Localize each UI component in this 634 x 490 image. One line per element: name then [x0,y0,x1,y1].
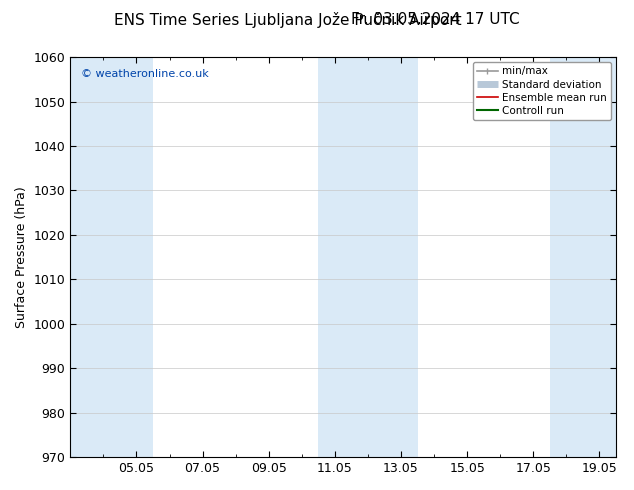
Bar [70,57,153,457]
Bar [318,57,418,457]
Bar [550,57,616,457]
Legend: min/max, Standard deviation, Ensemble mean run, Controll run: min/max, Standard deviation, Ensemble me… [473,62,611,120]
Text: Fr. 03.05.2024 17 UTC: Fr. 03.05.2024 17 UTC [351,12,520,27]
Text: © weatheronline.co.uk: © weatheronline.co.uk [81,69,209,79]
Text: ENS Time Series Ljubljana Jože Pučnik Airport: ENS Time Series Ljubljana Jože Pučnik Ai… [114,12,462,28]
Y-axis label: Surface Pressure (hPa): Surface Pressure (hPa) [15,186,28,328]
